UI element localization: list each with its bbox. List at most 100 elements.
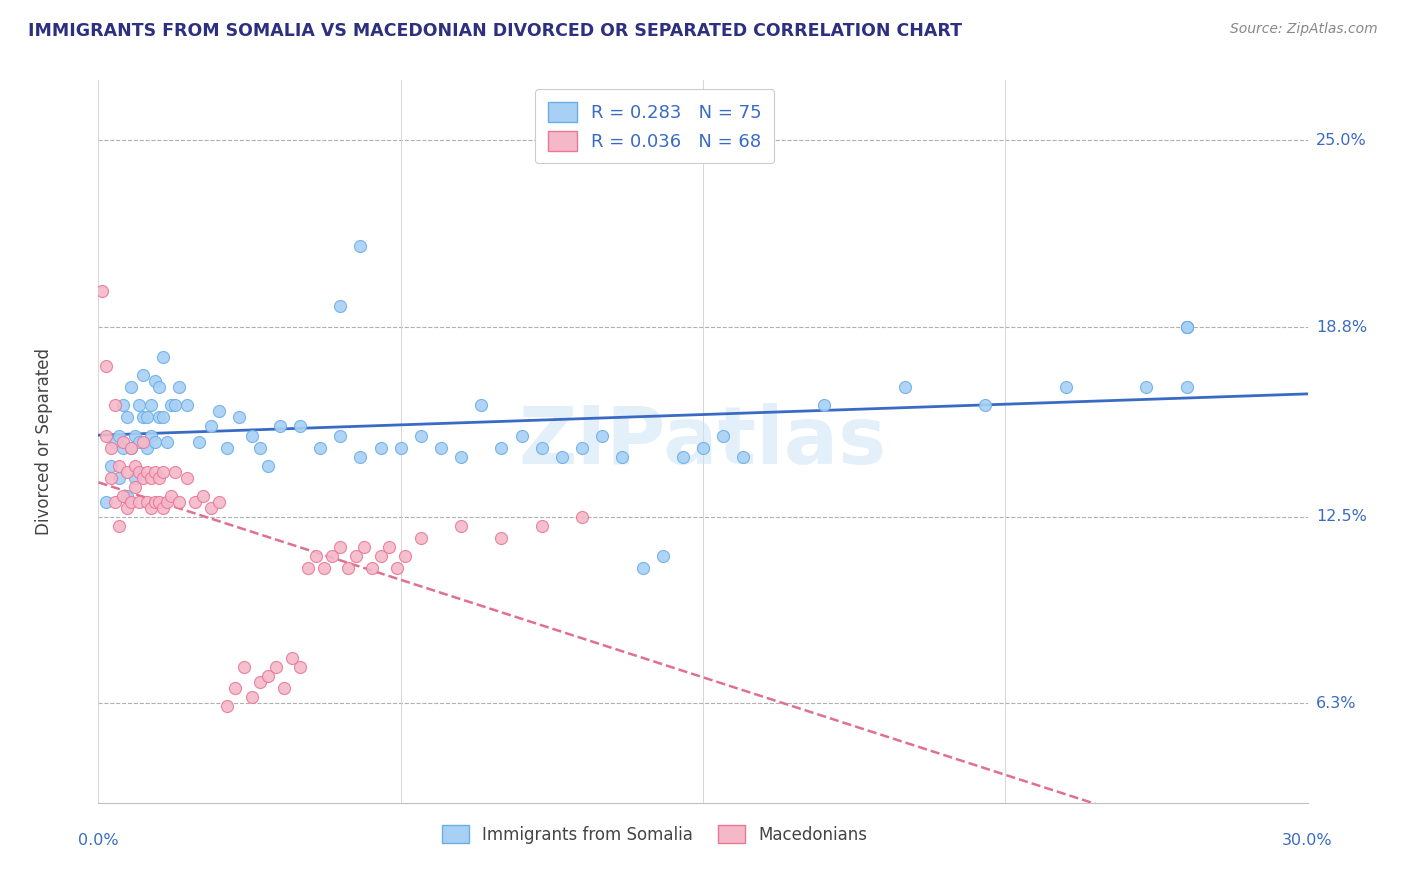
Point <box>103 398 125 412</box>
Point <box>288 419 311 434</box>
Point <box>107 471 129 485</box>
Point <box>111 489 134 503</box>
Point <box>217 441 239 455</box>
Point <box>249 441 271 455</box>
Point <box>143 434 166 449</box>
Point <box>353 540 375 554</box>
Point <box>124 458 146 473</box>
Point <box>394 549 416 563</box>
Point <box>111 434 134 449</box>
Point <box>273 681 295 696</box>
Point <box>135 441 157 455</box>
Text: 25.0%: 25.0% <box>1316 133 1367 148</box>
Point <box>148 410 170 425</box>
Point <box>200 419 222 434</box>
Text: 6.3%: 6.3% <box>1316 696 1357 711</box>
Point <box>111 441 134 455</box>
Point <box>344 549 367 563</box>
Point <box>733 450 755 464</box>
Text: 18.8%: 18.8% <box>1316 319 1367 334</box>
Point <box>135 410 157 425</box>
Text: Divorced or Separated: Divorced or Separated <box>35 348 53 535</box>
Point <box>167 380 190 394</box>
Point <box>132 410 155 425</box>
Point <box>128 398 150 412</box>
Point <box>288 660 311 674</box>
Point <box>337 561 360 575</box>
Point <box>1135 380 1157 394</box>
Point <box>156 494 179 508</box>
Point <box>450 450 472 464</box>
Point <box>152 350 174 364</box>
Point <box>329 299 352 313</box>
Point <box>530 519 553 533</box>
Point <box>139 471 162 485</box>
Point <box>256 458 278 473</box>
Point <box>309 441 332 455</box>
Point <box>651 549 673 563</box>
Point <box>269 419 291 434</box>
Text: 0.0%: 0.0% <box>79 833 118 848</box>
Point <box>115 500 138 515</box>
Point <box>124 471 146 485</box>
Point <box>156 434 179 449</box>
Point <box>1175 320 1198 334</box>
Point <box>111 398 134 412</box>
Point <box>385 561 408 575</box>
Point <box>100 458 122 473</box>
Point <box>314 561 336 575</box>
Point <box>217 699 239 714</box>
Point <box>115 410 138 425</box>
Point <box>124 428 146 442</box>
Point <box>1175 380 1198 394</box>
Point <box>409 428 432 442</box>
Point <box>139 398 162 412</box>
Point <box>228 410 250 425</box>
Point <box>100 471 122 485</box>
Point <box>128 434 150 449</box>
Point <box>361 561 384 575</box>
Point <box>120 380 142 394</box>
Point <box>143 375 166 389</box>
Point <box>184 494 207 508</box>
Point <box>148 380 170 394</box>
Point <box>256 669 278 683</box>
Point <box>240 428 263 442</box>
Point <box>107 428 129 442</box>
Point <box>591 428 613 442</box>
Point <box>135 494 157 508</box>
Legend: Immigrants from Somalia, Macedonians: Immigrants from Somalia, Macedonians <box>434 817 876 852</box>
Point <box>297 561 319 575</box>
Point <box>349 239 371 253</box>
Point <box>143 465 166 479</box>
Point <box>132 434 155 449</box>
Point <box>176 471 198 485</box>
Point <box>91 284 114 298</box>
Point <box>672 450 695 464</box>
Point <box>128 494 150 508</box>
Point <box>115 465 138 479</box>
Point <box>349 450 371 464</box>
Point <box>163 398 186 412</box>
Point <box>148 494 170 508</box>
Point <box>571 441 593 455</box>
Point <box>491 441 513 455</box>
Point <box>264 660 287 674</box>
Point <box>612 450 634 464</box>
Point <box>152 410 174 425</box>
Point <box>120 441 142 455</box>
Point <box>530 441 553 455</box>
Point <box>377 540 399 554</box>
Point <box>389 441 412 455</box>
Point <box>193 489 215 503</box>
Point <box>115 489 138 503</box>
Point <box>152 500 174 515</box>
Point <box>148 471 170 485</box>
Point <box>281 651 304 665</box>
Point <box>409 531 432 545</box>
Point <box>152 465 174 479</box>
Point <box>107 519 129 533</box>
Point <box>135 465 157 479</box>
Point <box>510 428 533 442</box>
Point <box>450 519 472 533</box>
